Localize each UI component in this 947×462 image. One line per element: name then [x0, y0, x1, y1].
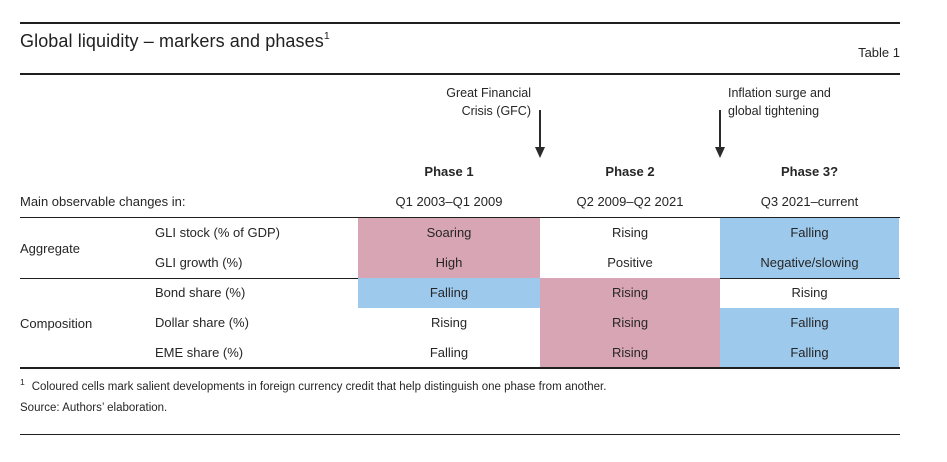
tightening-annotation-line2: global tightening [728, 103, 820, 118]
gfc-annotation-line1: Great Financial [446, 86, 531, 100]
row-label: GLI stock (% of GDP) [155, 225, 280, 240]
phase3-period: Q3 2021–current [760, 194, 859, 209]
phase3-header: Phase 3? [780, 164, 839, 179]
cell-phase1: Rising [430, 315, 468, 330]
gfc-annotation: Great Financial Crisis (GFC) [358, 85, 531, 120]
source-line: Source: Authors’ elaboration. [20, 402, 168, 414]
cell-phase2: Positive [607, 255, 653, 270]
header-rule [20, 216, 900, 218]
table-title: Global liquidity – markers and phases1 [20, 30, 330, 52]
cell-phase3: Rising [791, 285, 828, 300]
table-row: EME share (%) Falling Rising Falling [0, 338, 947, 368]
title-footnote-marker: 1 [323, 30, 330, 42]
cell-phase1: High [358, 248, 540, 278]
phase1-header: Phase 1 [424, 164, 474, 179]
table-row: GLI growth (%) High Positive Negative/sl… [0, 248, 947, 278]
tightening-annotation: Inflation surge and global tightening [728, 85, 908, 120]
table-row: Bond share (%) Falling Rising Rising [0, 278, 947, 308]
table-bottom-rule [20, 367, 900, 369]
gfc-annotation-line2: Crisis (GFC) [461, 103, 531, 118]
cell-phase3: Falling [720, 218, 899, 248]
row-label: GLI growth (%) [155, 255, 243, 270]
footnote-text: Coloured cells mark salient developments… [31, 380, 607, 393]
table-title-text: Global liquidity – markers and phases [20, 31, 324, 51]
bottom-rule [20, 433, 900, 435]
cell-phase1: Soaring [358, 218, 540, 248]
group-label-aggregate: Aggregate [20, 240, 80, 256]
cell-phase1: Falling [358, 278, 540, 308]
tightening-annotation-line1: Inflation surge and [728, 86, 831, 100]
phase2-period: Q2 2009–Q2 2021 [576, 194, 684, 209]
top-rule [20, 22, 900, 24]
table-row: GLI stock (% of GDP) Soaring Rising Fall… [0, 218, 947, 248]
cell-phase3: Negative/slowing [720, 248, 899, 278]
cell-phase2: Rising [540, 308, 720, 338]
phase1-period: Q1 2003–Q1 2009 [395, 194, 503, 209]
arrow-down-icon [714, 147, 725, 158]
table-row: Dollar share (%) Rising Rising Falling [0, 308, 947, 338]
arrow-down-icon [539, 110, 541, 148]
row-label: Bond share (%) [155, 285, 246, 300]
arrow-down-icon [534, 147, 545, 158]
title-underline-rule [20, 73, 900, 75]
arrow-down-icon [719, 110, 721, 148]
footnote: 1 Coloured cells mark salient development… [20, 377, 890, 393]
cell-phase2: Rising [540, 278, 720, 308]
cell-phase1: Falling [429, 345, 469, 360]
row-label: Dollar share (%) [155, 315, 249, 330]
group-label-composition: Composition [20, 315, 93, 331]
cell-phase3: Falling [720, 338, 899, 368]
table-number-label: Table 1 [858, 45, 900, 60]
cell-phase2: Rising [540, 338, 720, 368]
phase2-header: Phase 2 [605, 164, 655, 179]
row-header-label: Main observable changes in: [20, 194, 186, 209]
row-label: EME share (%) [155, 345, 244, 360]
cell-phase2: Rising [611, 225, 649, 240]
footnote-marker: 1 [20, 377, 25, 387]
cell-phase3: Falling [720, 308, 899, 338]
